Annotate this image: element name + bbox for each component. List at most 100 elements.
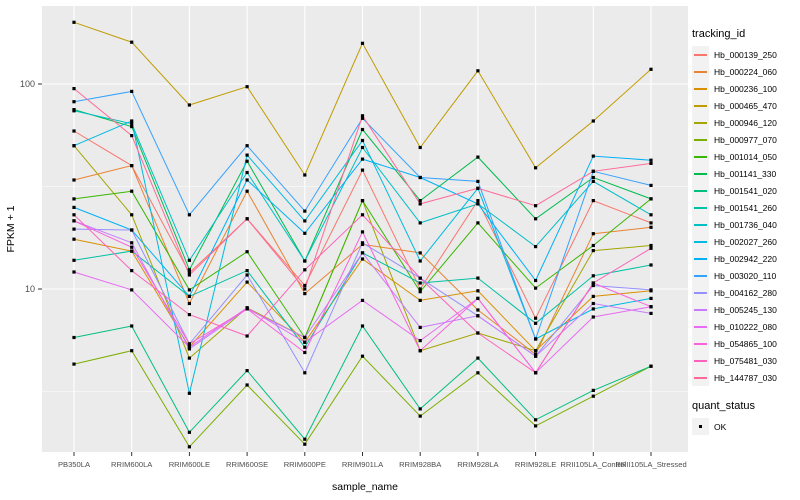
data-point xyxy=(187,301,191,306)
data-point xyxy=(303,340,307,344)
data-point xyxy=(649,296,653,300)
legend-key-line-icon xyxy=(692,148,709,165)
data-point xyxy=(476,202,480,206)
legend-label: Hb_002027_260 xyxy=(714,236,777,247)
data-point xyxy=(360,41,365,45)
data-point xyxy=(649,243,653,248)
data-point xyxy=(187,258,191,262)
data-point xyxy=(591,294,595,298)
data-point xyxy=(187,273,191,277)
legend-quant-list: OK xyxy=(692,418,800,435)
data-point xyxy=(591,394,595,398)
data-point xyxy=(360,168,365,172)
data-point xyxy=(591,388,595,392)
data-point xyxy=(72,129,76,133)
legend-label: Hb_000946_120 xyxy=(714,117,777,128)
data-point xyxy=(303,209,307,213)
data-point xyxy=(534,352,538,356)
data-point xyxy=(187,347,191,351)
data-point xyxy=(303,173,307,177)
data-point xyxy=(187,271,191,275)
legend-key-line-icon xyxy=(692,216,709,233)
legend-item: Hb_000465_470 xyxy=(692,97,800,114)
data-point xyxy=(72,219,76,223)
data-point xyxy=(303,283,307,288)
data-point xyxy=(476,199,480,203)
data-point xyxy=(130,89,134,93)
data-point xyxy=(130,349,134,353)
data-point xyxy=(534,418,538,422)
x-tick-label: RRIM600LA xyxy=(111,460,153,469)
data-point xyxy=(245,217,249,221)
legend-label: Hb_004162_280 xyxy=(714,287,777,298)
legend-label: Hb_005245_130 xyxy=(714,304,777,315)
legend-label: Hb_001014_050 xyxy=(714,151,777,162)
legend-key-line-icon xyxy=(692,80,709,97)
data-point xyxy=(360,257,365,261)
legend-key-line-icon xyxy=(692,318,709,335)
data-point xyxy=(649,67,653,71)
data-point xyxy=(649,305,653,309)
data-point xyxy=(591,154,595,158)
legend-item: Hb_001541_020 xyxy=(692,182,800,199)
data-point xyxy=(130,241,134,245)
data-point xyxy=(649,288,653,292)
data-point xyxy=(245,269,249,273)
data-point xyxy=(303,287,307,291)
data-point xyxy=(649,364,653,368)
data-point xyxy=(476,371,480,375)
legend-item: Hb_054865_100 xyxy=(692,335,800,352)
data-point xyxy=(418,175,422,180)
legend-key-line-icon xyxy=(692,114,709,131)
legend-key-line-icon xyxy=(692,301,709,318)
data-point xyxy=(130,119,134,123)
legend-label: OK xyxy=(714,421,727,432)
data-point xyxy=(245,85,249,89)
data-point xyxy=(649,311,653,315)
data-point xyxy=(187,430,191,434)
legend-title-quant: quant_status xyxy=(692,400,755,412)
data-point xyxy=(418,287,422,291)
data-point xyxy=(360,127,365,132)
legend-key-line-icon xyxy=(692,199,709,216)
data-point xyxy=(418,276,422,280)
data-point xyxy=(360,114,365,118)
data-point xyxy=(418,349,422,353)
data-point xyxy=(476,179,480,183)
data-point xyxy=(360,324,365,328)
data-point xyxy=(72,335,76,340)
legend-key-line-icon xyxy=(692,250,709,267)
x-tick-label: RRII105LA_Stressed xyxy=(615,460,686,469)
legend-key-point-icon xyxy=(692,418,709,435)
data-point xyxy=(187,294,191,298)
legend-label: Hb_144787_030 xyxy=(714,372,777,383)
data-point xyxy=(591,175,595,180)
data-point xyxy=(476,155,480,159)
data-point xyxy=(360,199,365,203)
legend-item: Hb_004162_280 xyxy=(692,284,800,301)
data-point xyxy=(72,227,76,231)
data-point xyxy=(418,145,422,150)
data-point xyxy=(591,232,595,236)
data-point xyxy=(130,40,134,44)
legend-label: Hb_054865_100 xyxy=(714,338,777,349)
legend-item: Hb_003020_110 xyxy=(692,267,800,284)
data-point xyxy=(303,292,307,296)
data-point xyxy=(649,225,653,229)
data-point xyxy=(476,69,480,73)
data-point xyxy=(245,383,249,387)
data-point xyxy=(534,166,538,170)
data-point xyxy=(130,245,134,249)
data-point xyxy=(418,199,422,203)
data-point xyxy=(72,109,76,113)
data-point xyxy=(418,339,422,343)
data-point xyxy=(418,414,422,418)
data-point xyxy=(534,321,538,325)
data-point xyxy=(303,350,307,355)
data-point xyxy=(649,161,653,165)
y-tick-label: 10 xyxy=(25,284,35,294)
panel-background xyxy=(42,6,688,452)
x-tick-label: RRIM600PE xyxy=(284,460,326,469)
data-point xyxy=(72,87,76,91)
